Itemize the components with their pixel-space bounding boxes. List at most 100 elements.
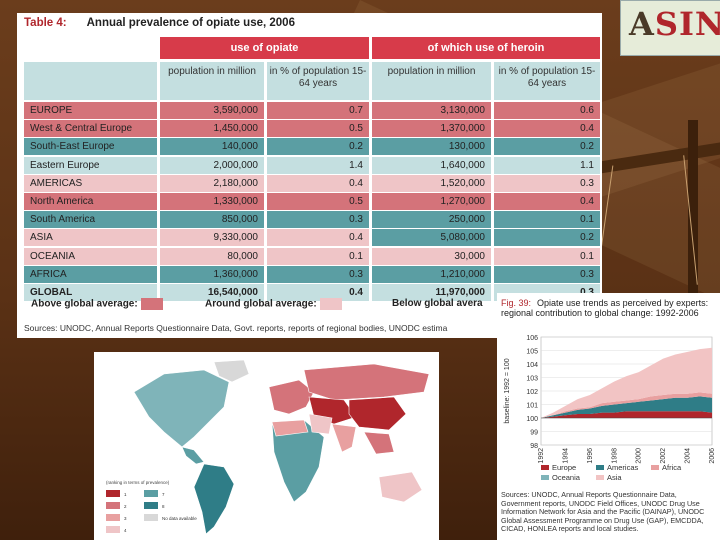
table-row: EUROPE 3,590,000 0.7 3,130,000 0.6 (24, 102, 600, 119)
logo-letters: SIN (655, 5, 720, 43)
chart-x-tick-label: 2006 (709, 448, 716, 464)
row-region-name: South-East Europe (24, 138, 157, 155)
row-heroin-percent: 0.4 (494, 193, 600, 210)
chart-y-tick-label: 99 (530, 430, 538, 437)
row-opiate-population: 2,000,000 (160, 157, 264, 174)
sub-header-opiate-percent: in % of population 15-64 years (267, 62, 369, 100)
world-map: (ranking in terms of prevalence) 1 2 3 4… (94, 352, 439, 540)
row-heroin-percent: 0.2 (494, 138, 600, 155)
row-opiate-population: 1,450,000 (160, 120, 264, 137)
row-opiate-percent: 0.1 (267, 248, 369, 265)
row-heroin-percent: 0.3 (494, 266, 600, 283)
map-legend-title: (ranking in terms of prevalence) (106, 480, 170, 485)
table-row: AMERICAS 2,180,000 0.4 1,520,000 0.3 (24, 175, 600, 192)
row-opiate-population: 2,180,000 (160, 175, 264, 192)
opiate-trend-chart: 98 99 100 101 102 103 104 105 106 1992 1994 1996 199… (497, 333, 720, 483)
row-heroin-percent: 0.2 (494, 229, 600, 246)
sub-header-heroin-percent: in % of population 15-64 years (494, 62, 600, 100)
row-opiate-population: 1,330,000 (160, 193, 264, 210)
row-heroin-population: 30,000 (372, 248, 491, 265)
chart-legend-label: Oceania (552, 473, 581, 482)
chart-y-tick-label: 104 (526, 362, 538, 369)
table-row: West & Central Europe 1,450,000 0.5 1,370,0… (24, 120, 600, 137)
chart-y-tick-label: 105 (526, 349, 538, 356)
row-region-name: South America (24, 211, 157, 228)
row-opiate-population: 850,000 (160, 211, 264, 228)
legend-swatch-around (320, 298, 342, 310)
chart-y-tick-label: 103 (526, 376, 538, 383)
table-caption: Table 4: Annual prevalence of opiate use,… (24, 17, 295, 29)
row-region-name: North America (24, 193, 157, 210)
chart-legend-label: Asia (607, 473, 622, 482)
chart-x-tick-label: 2000 (636, 448, 643, 464)
row-heroin-population: 3,130,000 (372, 102, 491, 119)
chart-legend-swatch (651, 465, 659, 470)
row-region-name: EUROPE (24, 102, 157, 119)
sub-header-blank (24, 62, 157, 100)
chart-x-tick-label: 2004 (685, 448, 692, 464)
prevalence-table-panel: Table 4: Annual prevalence of opiate use,… (17, 13, 602, 338)
chart-number: Fig. 39: (501, 298, 531, 308)
chart-x-tick-label: 1994 (562, 448, 569, 464)
chart-legend-swatch (541, 475, 549, 480)
row-heroin-percent: 0.1 (494, 248, 600, 265)
chart-legend-label: Americas (607, 463, 639, 472)
table-source: Sources: UNODC, Annual Reports Questionn… (24, 323, 447, 333)
row-opiate-population: 140,000 (160, 138, 264, 155)
opiate-trend-chart-panel: Fig. 39: Opiate use trends as perceived b… (497, 293, 720, 540)
table-number: Table 4: (24, 17, 67, 29)
chart-y-tick-label: 98 (530, 443, 538, 450)
row-opiate-population: 1,360,000 (160, 266, 264, 283)
row-opiate-percent: 0.5 (267, 120, 369, 137)
chart-legend-swatch (541, 465, 549, 470)
table-row: AFRICA 1,360,000 0.3 1,210,000 0.3 (24, 266, 600, 283)
chart-y-tick-label: 102 (526, 389, 538, 396)
row-opiate-percent: 0.2 (267, 138, 369, 155)
row-opiate-percent: 1.4 (267, 157, 369, 174)
row-opiate-percent: 0.7 (267, 102, 369, 119)
chart-source: Sources: UNODC, Annual Reports Questionn… (501, 491, 715, 534)
row-heroin-percent: 0.6 (494, 102, 600, 119)
chart-legend-swatch (596, 465, 604, 470)
chart-y-tick-label: 100 (526, 416, 538, 423)
chart-y-tick-label: 101 (526, 403, 538, 410)
map-legend-label: No data available (162, 516, 197, 521)
chart-x-tick-label: 1998 (611, 448, 618, 464)
row-heroin-percent: 0.3 (494, 175, 600, 192)
table-row: North America 1,330,000 0.5 1,270,000 0.4 (24, 193, 600, 210)
row-opiate-population: 9,330,000 (160, 229, 264, 246)
table-row: Eastern Europe 2,000,000 1.4 1,640,000 1.1 (24, 157, 600, 174)
chart-legend-label: Africa (662, 463, 682, 472)
table-row: ASIA 9,330,000 0.4 5,080,000 0.2 (24, 229, 600, 246)
table-title: Annual prevalence of opiate use, 2006 (87, 17, 295, 29)
chart-legend-label: Europe (552, 463, 576, 472)
row-region-name: West & Central Europe (24, 120, 157, 137)
row-heroin-percent: 0.4 (494, 120, 600, 137)
row-heroin-population: 250,000 (372, 211, 491, 228)
legend-around: Around global average: (205, 298, 342, 310)
world-map-panel: (ranking in terms of prevalence) 1 2 3 4… (94, 352, 439, 540)
row-heroin-population: 1,210,000 (372, 266, 491, 283)
row-heroin-percent: 0.1 (494, 211, 600, 228)
row-heroin-percent: 1.1 (494, 157, 600, 174)
sub-header-opiate-population: population in million (160, 62, 264, 100)
chart-y-axis-label: baseline: 1992 = 100 (504, 358, 511, 423)
row-opiate-population: 80,000 (160, 248, 264, 265)
row-region-name: AMERICAS (24, 175, 157, 192)
row-region-name: OCEANIA (24, 248, 157, 265)
chart-legend-swatch (596, 475, 604, 480)
row-opiate-percent: 0.5 (267, 193, 369, 210)
row-opiate-percent: 0.3 (267, 266, 369, 283)
row-heroin-population: 1,640,000 (372, 157, 491, 174)
logo-letter-a: A (629, 5, 655, 43)
legend-swatch-above (141, 298, 163, 310)
row-heroin-population: 5,080,000 (372, 229, 491, 246)
row-heroin-population: 130,000 (372, 138, 491, 155)
table-row: OCEANIA 80,000 0.1 30,000 0.1 (24, 248, 600, 265)
row-heroin-population: 1,520,000 (372, 175, 491, 192)
row-heroin-population: 1,370,000 (372, 120, 491, 137)
legend-above: Above global average: (31, 298, 163, 310)
chart-x-tick-label: 1992 (538, 448, 545, 464)
sub-header-heroin-population: population in million (372, 62, 491, 100)
chart-caption: Fig. 39: Opiate use trends as perceived b… (501, 298, 720, 318)
